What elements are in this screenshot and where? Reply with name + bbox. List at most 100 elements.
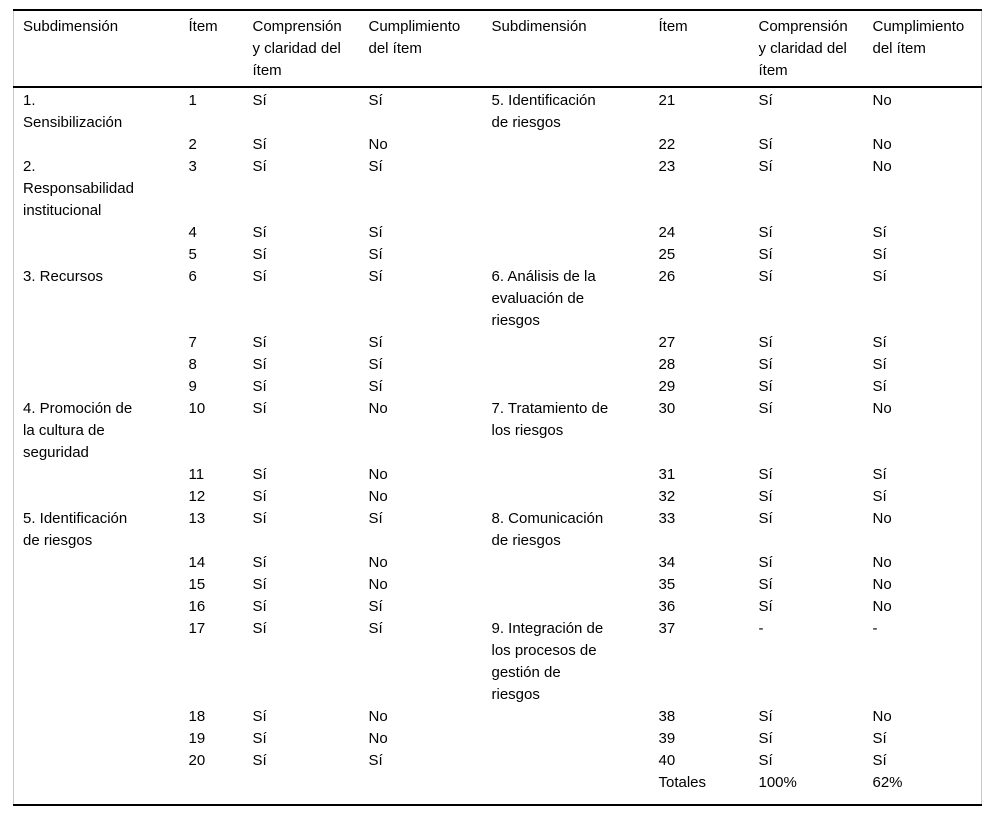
cell-item-left: 7 <box>188 334 197 351</box>
cell-cumplimiento-left: No <box>368 554 388 571</box>
cell-comprension-right: Sí <box>758 488 773 505</box>
cell-comprension-right: 100% <box>758 774 797 791</box>
table-row: 4. Promoción de la cultura de seguridad 1… <box>14 398 982 464</box>
cell-subdimension-right <box>483 574 650 596</box>
cell-comprension-left: Sí <box>252 378 267 395</box>
cell-cumplimiento-left: Sí <box>368 510 383 527</box>
cell-subdimension-right: 7. Tratamiento de los riesgos <box>491 400 609 439</box>
cell-cumplimiento-right: 62% <box>872 774 903 791</box>
cell-comprension-right: Sí <box>758 356 773 373</box>
cell-comprension-left: Sí <box>252 708 267 725</box>
cell-comprension-right: Sí <box>758 400 773 417</box>
table-row: 14 Sí No 34 Sí No <box>14 552 982 574</box>
cell-comprension-left: Sí <box>252 92 267 109</box>
cell-cumplimiento-right: No <box>872 158 892 175</box>
cell-cumplimiento-right: Sí <box>872 334 887 351</box>
cell-subdimension-left <box>14 486 180 508</box>
cell-subdimension-left <box>14 464 180 486</box>
cell-cumplimiento-left: Sí <box>368 334 383 351</box>
cell-comprension-right: Sí <box>758 246 773 263</box>
cell-subdimension-left <box>14 574 180 596</box>
cell-cumplimiento-left: No <box>368 136 388 153</box>
cell-cumplimiento-right: Sí <box>872 224 887 241</box>
table-row: 9 Sí Sí 29 Sí Sí <box>14 376 982 398</box>
cell-cumplimiento-right: No <box>872 554 892 571</box>
cell-comprension-left: Sí <box>252 356 267 373</box>
header-subdimension-left: Subdimensión <box>13 10 180 88</box>
cell-cumplimiento-left: No <box>368 488 388 505</box>
cell-cumplimiento-left: No <box>368 576 388 593</box>
table-row: 3. Recursos 6 Sí Sí 6. Análisis de la evalua… <box>14 266 982 332</box>
cell-cumplimiento-left: No <box>368 466 388 483</box>
cell-item-right: 30 <box>658 400 676 417</box>
cell-subdimension-right <box>483 596 650 618</box>
cell-cumplimiento-left: Sí <box>368 158 383 175</box>
cell-subdimension-left <box>14 772 180 805</box>
table-row: 1. Sensibilización 1 Sí Sí 5. Identificación… <box>14 87 982 134</box>
cell-subdimension-right <box>483 354 650 376</box>
cell-item-right: 23 <box>658 158 676 175</box>
cell-comprension-right: Sí <box>758 510 773 527</box>
cell-item-left: 15 <box>188 576 206 593</box>
cell-item-left: 16 <box>188 598 206 615</box>
cell-comprension-right: Sí <box>758 158 773 175</box>
cell-comprension-right: Sí <box>758 554 773 571</box>
cell-item-left: 17 <box>188 620 206 637</box>
cell-comprension-right: Sí <box>758 576 773 593</box>
cell-item-right: 31 <box>658 466 676 483</box>
cell-item-right: 32 <box>658 488 676 505</box>
cell-cumplimiento-right: Sí <box>872 466 887 483</box>
table-header: Subdimensión Ítem Comprensión y claridad… <box>13 10 982 88</box>
table-row: 18 Sí No 38 Sí No <box>14 706 982 728</box>
cell-item-left: 4 <box>188 224 197 241</box>
cell-item-left: 20 <box>188 752 206 769</box>
cell-cumplimiento-left: Sí <box>368 224 383 241</box>
cell-comprension-right: - <box>758 620 764 637</box>
cell-subdimension-left: 3. Recursos <box>23 268 104 285</box>
cell-subdimension-right <box>483 464 650 486</box>
cell-item-right: 26 <box>658 268 676 285</box>
cell-comprension-right: Sí <box>758 466 773 483</box>
cell-comprension-left: Sí <box>252 752 267 769</box>
cell-item-right: 34 <box>658 554 676 571</box>
cell-item-right: 40 <box>658 752 676 769</box>
cell-cumplimiento-left <box>360 772 483 805</box>
cell-subdimension-right <box>483 706 650 728</box>
cell-subdimension-left <box>14 706 180 728</box>
table-row: Totales 100% 62% <box>14 772 982 805</box>
cell-comprension-left: Sí <box>252 598 267 615</box>
cell-comprension-left: Sí <box>252 268 267 285</box>
cell-cumplimiento-right: No <box>872 400 892 417</box>
cell-cumplimiento-right: Sí <box>872 246 887 263</box>
table-body: 1. Sensibilización 1 Sí Sí 5. Identificación… <box>14 87 982 805</box>
cell-item-right: 29 <box>658 378 676 395</box>
cell-cumplimiento-left: Sí <box>368 356 383 373</box>
cell-cumplimiento-right: Sí <box>872 268 887 285</box>
header-item-left: Ítem <box>179 10 244 88</box>
cell-subdimension-left <box>14 332 180 354</box>
cell-subdimension-left <box>14 222 180 244</box>
header-cumplimiento-left: Cumplimiento del ítem <box>359 10 483 88</box>
cell-item-left: 3 <box>188 158 197 175</box>
table-row: 15 Sí No 35 Sí No <box>14 574 982 596</box>
table-row: 7 Sí Sí 27 Sí Sí <box>14 332 982 354</box>
cell-subdimension-right <box>483 244 650 266</box>
cell-cumplimiento-left: Sí <box>368 246 383 263</box>
table-row: 2. Responsabilidad institucional 3 Sí Sí 23 S… <box>14 156 982 222</box>
table-row: 20 Sí Sí 40 Sí Sí <box>14 750 982 772</box>
cell-comprension-right: Sí <box>758 730 773 747</box>
cell-subdimension-left: 2. Responsabilidad institucional <box>23 158 134 219</box>
cell-subdimension-right: 9. Integración de los procesos de gestió… <box>491 620 604 703</box>
header-comprension-right: Comprensión y claridad del ítem <box>749 10 864 88</box>
cell-item-left: 8 <box>188 356 197 373</box>
cell-cumplimiento-right: No <box>872 92 892 109</box>
cell-item-right: 38 <box>658 708 676 725</box>
cell-item-left: 10 <box>188 400 206 417</box>
cell-subdimension-right <box>483 750 650 772</box>
cell-comprension-right: Sí <box>758 752 773 769</box>
cell-subdimension-right <box>483 332 650 354</box>
cell-subdimension-right <box>483 486 650 508</box>
cell-cumplimiento-left: Sí <box>368 268 383 285</box>
cell-item-left: 12 <box>188 488 206 505</box>
table-row: 16 Sí Sí 36 Sí No <box>14 596 982 618</box>
